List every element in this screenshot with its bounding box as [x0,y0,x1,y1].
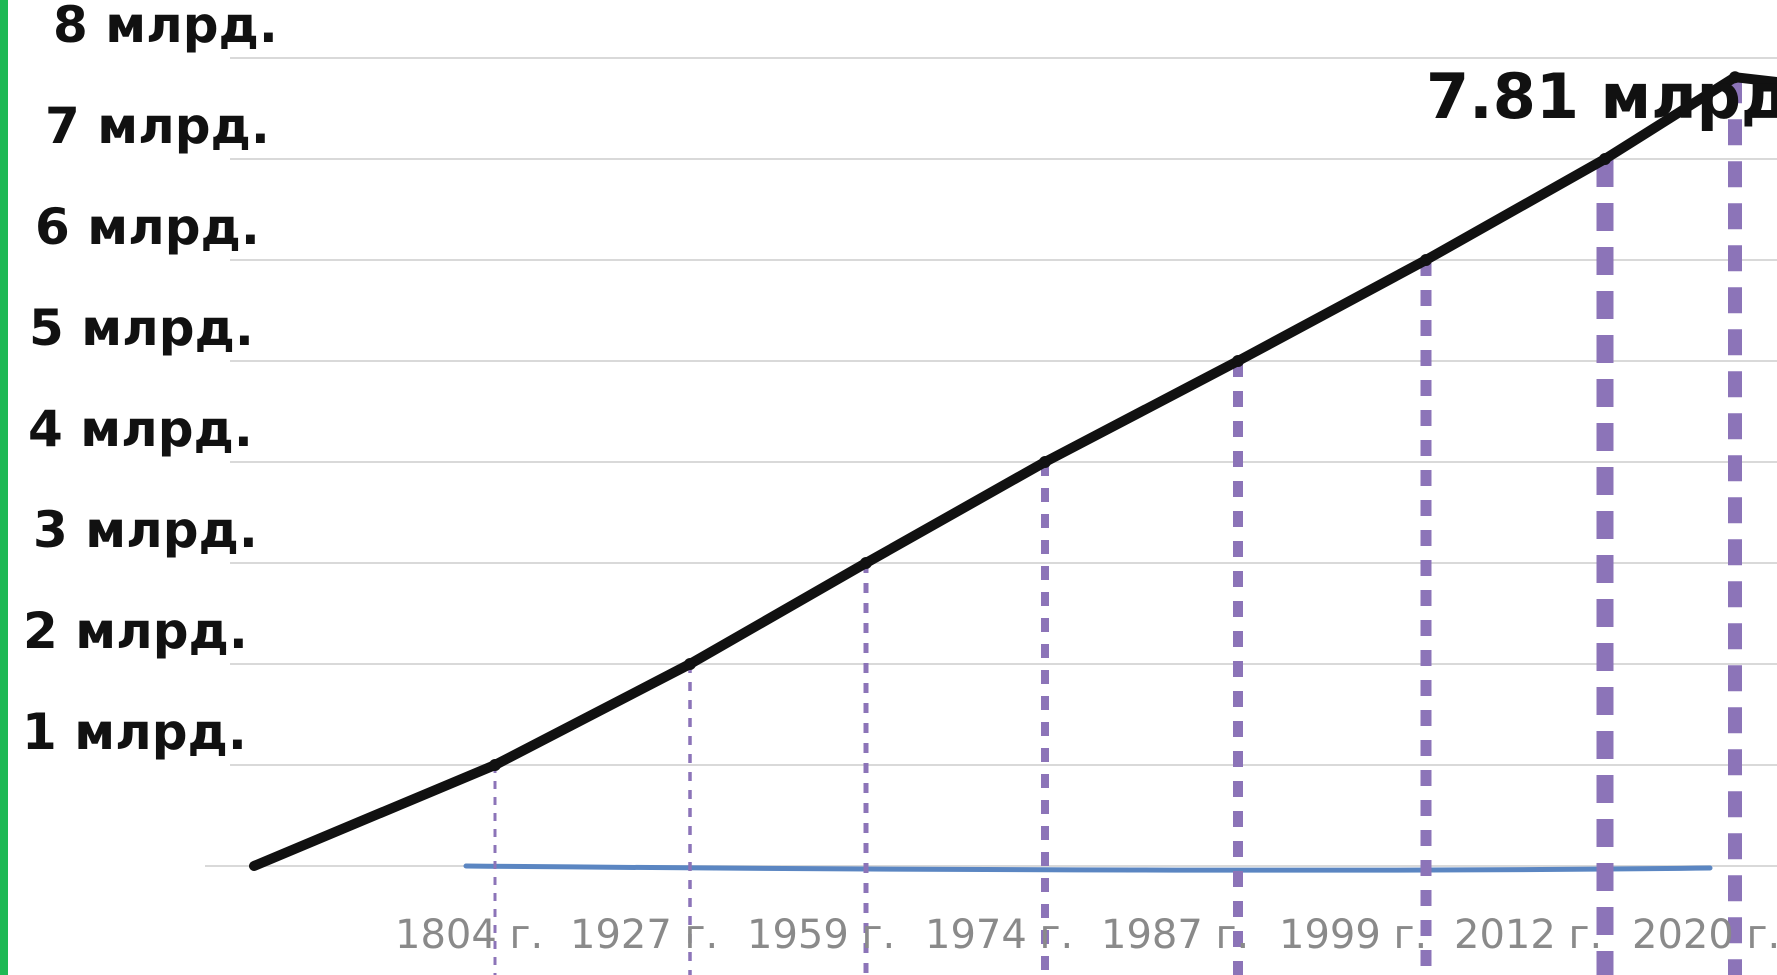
y-tick-label: 2 млрд. [23,602,248,660]
y-tick-label: 7 млрд. [45,97,270,155]
data-point [1729,71,1741,84]
y-tick-label: 1 млрд. [22,703,247,761]
x-tick-label: 1959 г. [747,912,895,958]
x-tick-label: 1974 г. [925,912,1073,958]
x-tick-label: 1927 г. [570,912,718,958]
x-tick-label: 1987 г. [1101,912,1249,958]
dropline-layer [493,77,1742,975]
data-point [1039,456,1051,468]
y-tick-label: 3 млрд. [33,501,258,559]
series-layer [249,71,1777,871]
y-axis-labels: 1 млрд. 2 млрд. 3 млрд. 4 млрд. 5 млрд. 6 млр… [22,0,278,761]
data-point [1420,254,1432,266]
population-line [249,72,1777,871]
x-axis-labels: 1804 г. 1927 г. 1959 г. 1974 г. 1987 г. 1999 … [395,912,1777,958]
baseline-layer [205,863,1777,873]
x-tick-label: 2020 г. [1632,912,1777,958]
y-tick-label: 8 млрд. [53,0,278,54]
x-tick-label: 1804 г. [395,912,543,958]
data-point [1599,153,1611,165]
baseline-stroke [463,863,1713,873]
data-point [489,759,501,771]
left-accent-bar [0,0,8,975]
y-tick-label: 6 млрд. [35,198,260,256]
data-point [1232,355,1244,367]
x-tick-label: 1999 г. [1279,912,1427,958]
peak-value-label: 7.81 млрд. [1426,60,1777,133]
y-tick-label: 4 млрд. [28,400,253,458]
data-point [860,557,872,569]
data-point [684,658,696,670]
x-tick-label: 2012 г. [1454,912,1602,958]
y-tick-label: 5 млрд. [29,299,254,357]
annotation-layer: 7.81 млрд. [1426,60,1777,133]
